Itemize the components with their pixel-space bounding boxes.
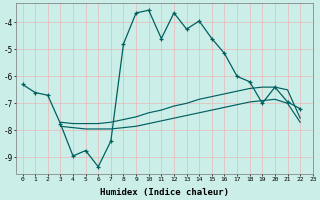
X-axis label: Humidex (Indice chaleur): Humidex (Indice chaleur) <box>100 188 229 197</box>
